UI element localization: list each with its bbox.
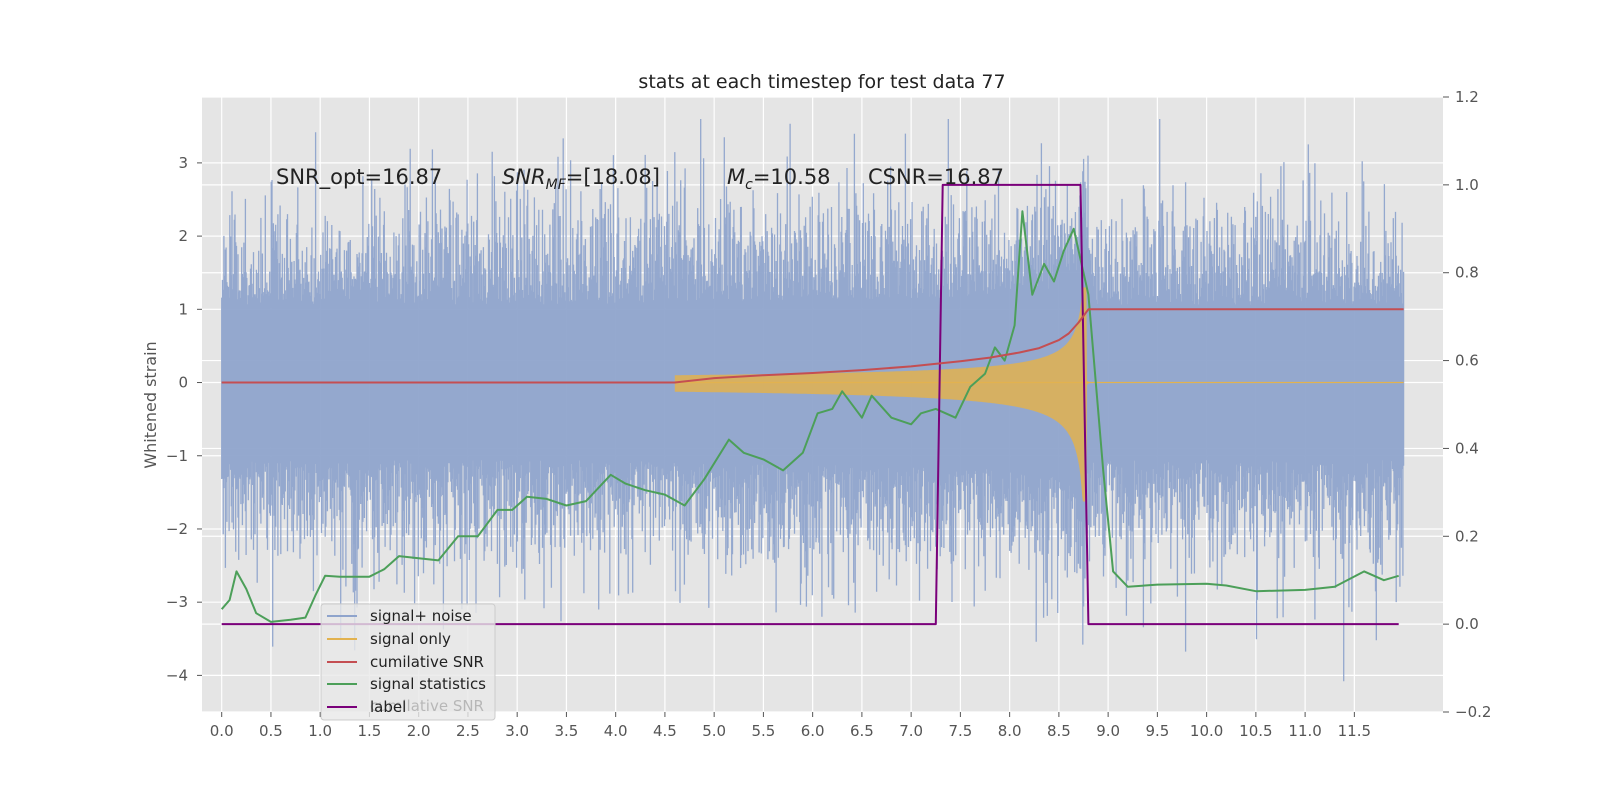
y-tick-label-left: 0	[178, 374, 188, 392]
x-tick-label: 9.0	[1096, 722, 1120, 740]
y-tick-label-right: 0.4	[1455, 439, 1479, 457]
y-tick-label-left: −1	[166, 447, 188, 465]
legend-item-cumulative-snr: cumilative SNR	[370, 653, 484, 671]
y-tick-label-left: 3	[178, 154, 188, 172]
x-tick-label: 10.0	[1190, 722, 1223, 740]
x-tick-label: 3.0	[505, 722, 529, 740]
y-tick-label-left: 1	[178, 300, 188, 318]
x-tick-label: 8.0	[998, 722, 1022, 740]
x-tick-label: 10.5	[1239, 722, 1272, 740]
series-lines	[220, 183, 1404, 626]
chart-title: stats at each timestep for test data 77	[638, 71, 1005, 93]
x-tick-label: 7.0	[899, 722, 923, 740]
x-tick-label: 7.5	[948, 722, 972, 740]
y-tick-label-right: 1.2	[1455, 88, 1479, 106]
annotation-mc: Mc=10.58	[727, 165, 831, 193]
annotation-snr-mf: SNRMF=[18.08]	[502, 165, 660, 193]
x-tick-label: 11.5	[1338, 722, 1371, 740]
y-tick-label-right: 1.0	[1455, 176, 1479, 194]
legend-box	[320, 603, 496, 721]
x-tick-label: 8.5	[1047, 722, 1071, 740]
signal-only-envelope	[674, 287, 1089, 502]
signal-statistics-line	[220, 210, 1399, 623]
x-tick-label: 3.5	[554, 722, 578, 740]
legend-item-signal-noise: signal+ noise	[370, 607, 472, 625]
x-tick-label: 0.5	[259, 722, 283, 740]
x-tick-label: 2.5	[456, 722, 480, 740]
x-tick-label: 6.0	[801, 722, 825, 740]
y-tick-label-right: 0.6	[1455, 352, 1479, 370]
x-tick-label: 2.0	[407, 722, 431, 740]
x-tick-label: 1.5	[358, 722, 382, 740]
x-tick-label: 9.5	[1145, 722, 1169, 740]
legend-item-label: label	[370, 698, 406, 716]
y-tick-label-left: −3	[166, 593, 188, 611]
x-tick-label: 4.0	[604, 722, 628, 740]
annotation-snr-opt: SNR_opt=16.87	[276, 165, 442, 190]
x-tick-label: 1.0	[308, 722, 332, 740]
x-tick-label: 6.5	[850, 722, 874, 740]
y-tick-label-left: 2	[178, 227, 188, 245]
legend-item-signal-only: signal only	[370, 630, 451, 648]
cumulative-snr-line	[221, 308, 1404, 384]
x-tick-label: 5.0	[702, 722, 726, 740]
y-tick-label-right: 0.8	[1455, 264, 1479, 282]
legend-ghost-text: cumilative SNR	[370, 697, 484, 715]
y-tick-label-right: 0.2	[1455, 527, 1479, 545]
axis-ticks: 0.0 0.5 1.0 1.5 2.0 2.5 3.0 3.5 4.0 4.5 5.0 5.5 6.0 6…	[166, 88, 1492, 740]
x-tick-label: 11.0	[1288, 722, 1321, 740]
x-tick-label: 0.0	[210, 722, 234, 740]
annotation-csnr: CSNR=16.87	[868, 165, 1004, 189]
y-axis-label: Whitened strain	[141, 341, 160, 468]
y-tick-label-left: −4	[166, 666, 188, 684]
label-line	[221, 183, 1399, 626]
y-tick-label-left: −2	[166, 520, 188, 538]
x-tick-label: 4.5	[653, 722, 677, 740]
legend-item-signal-statistics: signal statistics	[370, 675, 486, 693]
legend: cumilative SNR signal+ noise signal only…	[320, 603, 496, 721]
y-tick-label-right: 0.0	[1455, 615, 1479, 633]
x-tick-label: 5.5	[751, 722, 775, 740]
y-tick-label-right: −0.2	[1455, 703, 1491, 721]
